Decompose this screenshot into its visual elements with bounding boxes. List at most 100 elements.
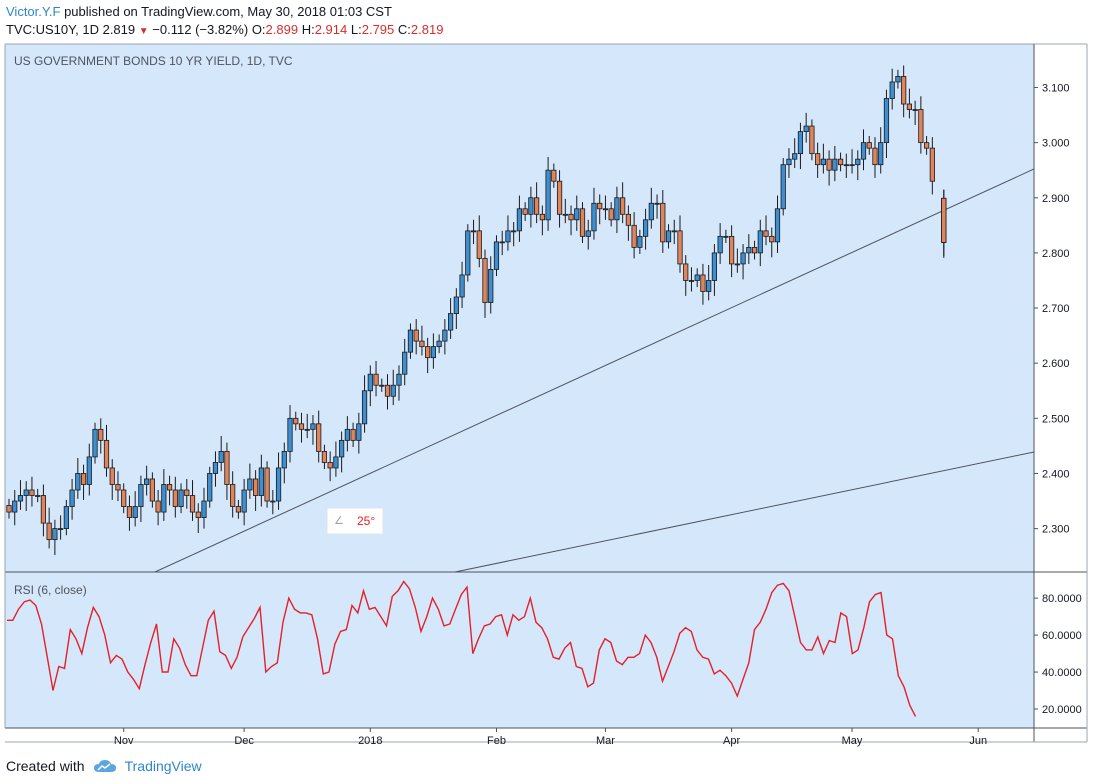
candle-body <box>35 495 41 497</box>
candle <box>539 205 545 236</box>
down-arrow-icon: ▼ <box>138 26 149 37</box>
candle-body <box>505 230 511 243</box>
candle-body <box>367 373 373 392</box>
price-tick-label: 3.000 <box>1042 138 1070 150</box>
chart-title: US GOVERNMENT BONDS 10 YR YIELD, 1D, TVC <box>14 54 293 68</box>
candle-body <box>459 274 465 298</box>
candle <box>826 150 832 186</box>
candle-body <box>562 213 568 216</box>
candle-body <box>121 489 127 507</box>
angle-annotation: ∠ 25° <box>326 507 384 535</box>
candle-body <box>270 500 276 503</box>
candle <box>52 519 58 556</box>
candle-body <box>402 351 408 375</box>
candle-body <box>470 230 477 233</box>
candle-body <box>625 213 631 226</box>
candle-body <box>522 208 528 215</box>
candle-body <box>488 269 494 303</box>
candle <box>115 471 121 502</box>
candle-body <box>809 125 815 155</box>
candle-body <box>103 439 110 469</box>
candle-body <box>723 235 729 238</box>
candle <box>860 129 867 171</box>
candle <box>568 205 574 236</box>
candle-body <box>275 467 282 502</box>
angle-value: 25° <box>357 514 375 528</box>
candle-body <box>924 142 930 149</box>
candle <box>482 249 488 318</box>
candle <box>591 187 597 240</box>
candle-body <box>436 340 442 348</box>
candle <box>901 65 907 118</box>
tradingview-link[interactable]: TradingView <box>124 758 202 774</box>
candle-body <box>545 169 551 221</box>
candle-body <box>729 235 735 265</box>
candle <box>69 478 75 520</box>
high-value: 2.914 <box>314 22 348 37</box>
candle-body <box>820 158 826 166</box>
candle-body <box>620 197 626 215</box>
candle <box>144 465 150 496</box>
angle-icon: ∠ <box>334 514 344 527</box>
price-tick-label: 3.100 <box>1042 82 1070 94</box>
close-value: 2.819 <box>410 22 444 37</box>
price-tick-label: 2.600 <box>1042 358 1070 370</box>
rsi-title: RSI (6, close) <box>14 583 87 597</box>
published-text: published on TradingView.com, May 30, 20… <box>64 4 392 19</box>
candle <box>241 478 247 526</box>
candle <box>63 499 69 536</box>
candle <box>419 325 425 356</box>
candle-body <box>344 428 350 441</box>
candle <box>103 424 110 477</box>
candle-body <box>138 484 144 507</box>
candle-body <box>86 456 92 485</box>
candle <box>121 483 127 514</box>
candle-body <box>310 423 316 430</box>
author-link[interactable]: Victor.Y.F <box>6 4 61 19</box>
candle <box>746 234 752 264</box>
candle <box>407 323 414 359</box>
candle <box>304 413 310 439</box>
candle-body <box>849 164 855 167</box>
candle-body <box>803 125 809 132</box>
candle <box>310 415 316 445</box>
candle-body <box>694 274 700 281</box>
candle-body <box>230 484 236 507</box>
candle-body <box>430 346 436 359</box>
candle-body <box>597 202 603 210</box>
candle <box>373 360 379 397</box>
candle <box>642 208 649 250</box>
candle <box>511 222 517 247</box>
candle-body <box>717 235 723 254</box>
candle-body <box>889 81 895 99</box>
candle <box>476 215 482 268</box>
candle-body <box>901 76 907 105</box>
candle <box>585 219 591 250</box>
candle-body <box>711 252 718 281</box>
candle <box>620 182 626 224</box>
candle <box>786 148 792 178</box>
candle <box>763 215 769 246</box>
candle <box>161 469 167 521</box>
candle <box>465 224 471 282</box>
candle <box>654 194 660 219</box>
candle <box>235 499 241 519</box>
candle <box>470 219 477 245</box>
candle-body <box>23 489 29 496</box>
candle-body <box>878 142 884 166</box>
candle-body <box>281 451 287 469</box>
candle <box>694 268 700 288</box>
time-tick-label: May <box>842 735 863 747</box>
candle-body <box>534 197 540 215</box>
candle <box>327 451 333 482</box>
candle <box>516 195 523 242</box>
candle <box>195 503 201 534</box>
candle <box>218 435 224 472</box>
candle <box>12 490 18 526</box>
candle-body <box>356 423 362 441</box>
candle <box>6 498 12 519</box>
candle <box>912 100 918 125</box>
candle-body <box>700 274 706 292</box>
candle <box>660 190 666 253</box>
